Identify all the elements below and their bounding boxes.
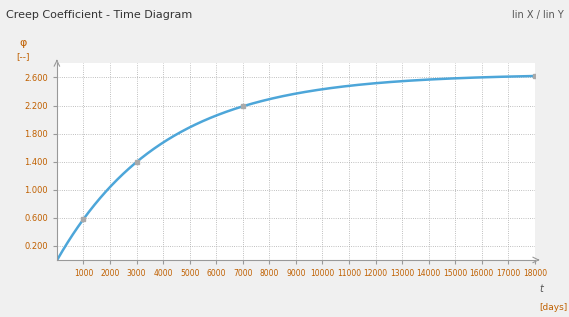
Text: Creep Coefficient - Time Diagram: Creep Coefficient - Time Diagram bbox=[6, 10, 192, 20]
Text: [--]: [--] bbox=[17, 52, 30, 61]
Text: lin X / lin Y: lin X / lin Y bbox=[512, 10, 563, 20]
Text: t: t bbox=[539, 283, 543, 294]
Text: φ: φ bbox=[20, 38, 27, 48]
Text: [days]: [days] bbox=[539, 303, 568, 312]
